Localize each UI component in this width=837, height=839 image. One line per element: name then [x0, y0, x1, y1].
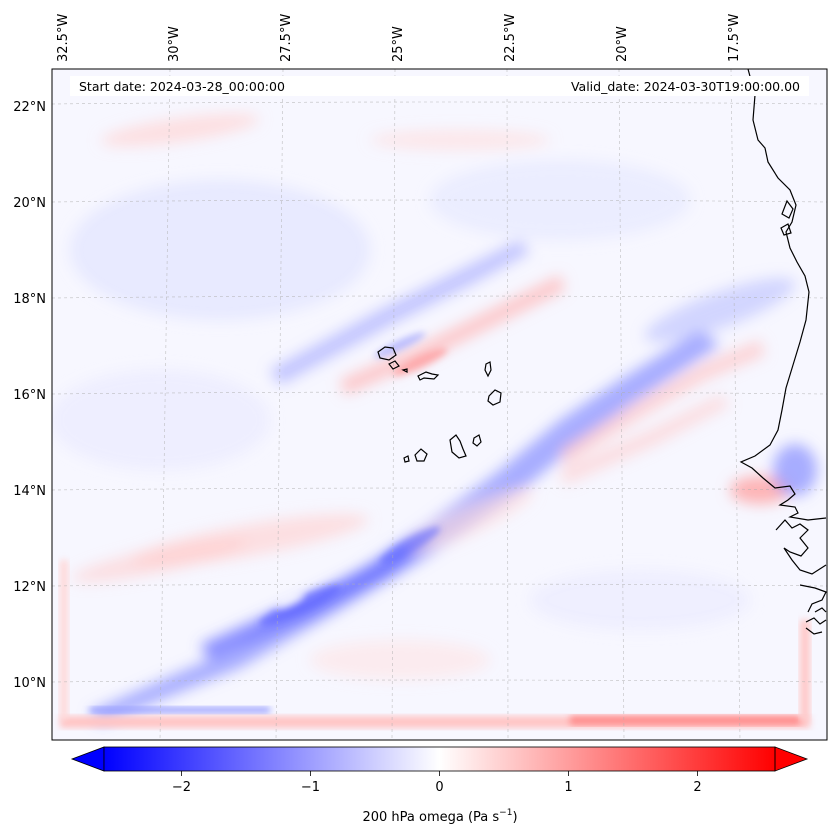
latitude-tick-labels: 22°N 20°N 18°N 16°N 14°N 12°N 10°N [13, 100, 46, 691]
omega-strong-features [259, 332, 448, 626]
omega-field [52, 69, 827, 740]
lat-tick-label: 16°N [13, 388, 46, 403]
gridline-lat [52, 295, 827, 299]
lon-tick-label: 17.5°W [727, 14, 742, 62]
island-santo-antao [377, 346, 397, 361]
lat-tick-label: 22°N [13, 100, 46, 115]
colorbar: −2 −1 0 1 2 200 hPa omega (Pa s−1) [70, 746, 809, 825]
colorbar-tick-label: −1 [301, 780, 320, 795]
southern-boundary-blue [90, 707, 270, 713]
coastline-mauritania-senegal [739, 69, 827, 521]
red-band [340, 275, 565, 395]
lon-tick-label: 25°W [391, 26, 406, 62]
cape-verde-islands [377, 346, 502, 463]
gridline-lat [52, 101, 827, 105]
lat-tick-label: 10°N [13, 676, 46, 691]
colorbar-tick-label: 2 [693, 780, 701, 795]
colorbar-label-end: ) [512, 810, 517, 825]
island-bijagos-small [780, 223, 792, 236]
valid-date-label: Valid_date: 2024-03-30T19:00:00.00 [571, 79, 800, 94]
colorbar-left-extension [70, 746, 105, 772]
gridline-lon [730, 69, 741, 740]
gridline-lat [52, 679, 827, 683]
gridline-lon [618, 69, 625, 740]
coastline-guinea-bissau [799, 584, 827, 613]
gridline-lat [52, 487, 827, 491]
lon-tick-label: 27.5°W [279, 14, 294, 62]
longitude-tick-labels: 32.5°W 30°W 27.5°W 25°W 22.5°W 20°W 17.5… [56, 14, 742, 62]
lat-tick-label: 14°N [13, 484, 46, 499]
omega-shading [52, 113, 817, 724]
lat-tick-label: 12°N [13, 580, 46, 595]
island-santiago [449, 434, 467, 459]
map-frame [51, 68, 828, 741]
gridline-lon [506, 69, 509, 740]
gridline-lon [391, 69, 396, 740]
eastern-boundary-red [800, 620, 810, 720]
island-sao-vicente [388, 360, 400, 370]
coastline-gambia [775, 519, 827, 575]
gridline-lat [52, 199, 827, 203]
island-goree [781, 199, 794, 219]
start-date-label: Start date: 2024-03-28_00:00:00 [79, 79, 285, 94]
gridline-lat [52, 391, 827, 395]
colorbar-right-extension [774, 746, 809, 772]
island-sao-nicolau [417, 371, 440, 381]
island-santa-luzia [401, 368, 408, 373]
colorbar-label: 200 hPa omega (Pa s−1) [362, 808, 517, 825]
colorbar-tick-label: −2 [172, 780, 191, 795]
lon-tick-label: 22.5°W [503, 14, 518, 62]
lat-tick-label: 18°N [13, 292, 46, 307]
colorbar-tick-label: 1 [564, 780, 572, 795]
colorbar-label-superscript: −1 [499, 808, 512, 818]
colorbar-ticks: −2 −1 0 1 2 [172, 771, 702, 795]
island-maio [472, 434, 482, 447]
blue-band-main [90, 330, 720, 724]
island-sal [484, 361, 492, 378]
island-boa-vista [487, 389, 502, 406]
colorbar-tick-label: 0 [435, 780, 443, 795]
lat-tick-label: 20°N [13, 196, 46, 211]
lon-tick-label: 20°W [615, 26, 630, 62]
blue-band-north [270, 240, 530, 385]
island-brava [403, 455, 410, 463]
info-bar-background [70, 76, 809, 96]
gridlines [52, 69, 827, 740]
bijagos-islands [805, 607, 827, 635]
gridline-lat [52, 583, 827, 587]
gridline-lon [159, 69, 171, 740]
lon-tick-label: 30°W [167, 26, 182, 62]
island-fogo [414, 448, 428, 462]
gridline-lon [275, 69, 284, 740]
colorbar-gradient [104, 747, 775, 771]
african-coastline [739, 69, 827, 635]
southern-boundary-red-core [570, 716, 800, 725]
lon-tick-label: 32.5°W [56, 14, 71, 62]
western-boundary-red [60, 560, 68, 720]
